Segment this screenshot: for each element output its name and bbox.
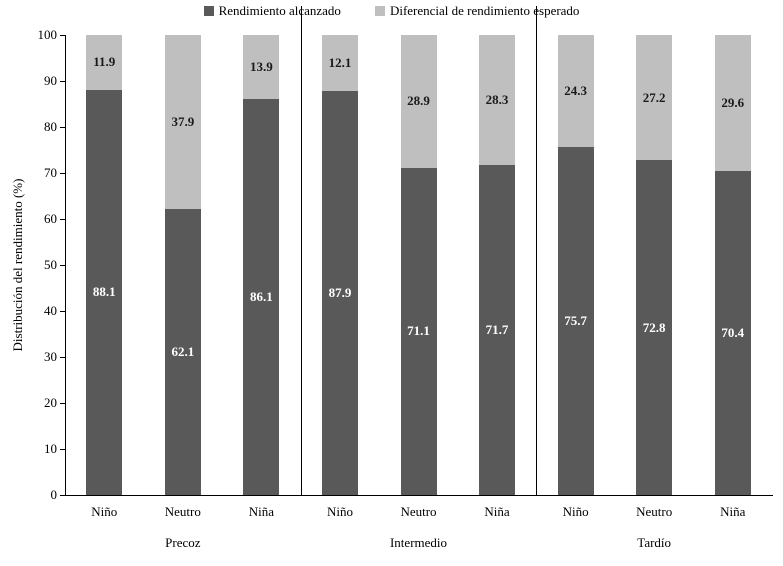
bar-segment-alcanzado: [243, 98, 280, 495]
bar-segment-alcanzado: [714, 171, 751, 495]
bar-segment-diferencial: [400, 35, 437, 168]
legend-swatch-alcanzado: [203, 6, 214, 16]
y-tick-mark: [60, 81, 65, 82]
y-tick-label: 30: [44, 349, 57, 364]
bar-segment-diferencial: [86, 35, 123, 90]
bar-segment-diferencial: [636, 35, 673, 161]
x-axis-line: [65, 495, 773, 496]
y-tick-label: 0: [50, 487, 58, 502]
bar-segment-diferencial: [714, 35, 751, 172]
y-axis-title: Distribución del rendimiento (%): [10, 178, 25, 352]
group-label: Intermedio: [389, 535, 448, 550]
y-tick-label: 20: [44, 395, 57, 410]
bar-value-label: 72.8: [642, 319, 666, 335]
bar-value-label: 62.1: [171, 344, 195, 360]
category-label: Niña: [484, 504, 510, 519]
bar-segment-alcanzado: [400, 167, 437, 495]
category-label: Niña: [248, 504, 275, 519]
legend-label-alcanzado: Rendimiento alcanzado: [218, 3, 341, 18]
bar-segment-diferencial: [479, 35, 516, 166]
bar-segment-alcanzado: [557, 146, 594, 495]
bar-value-label: 24.3: [564, 82, 587, 98]
y-tick-label: 50: [44, 257, 57, 272]
y-tick-mark: [60, 173, 65, 174]
y-tick-label: 100: [37, 27, 58, 42]
category-label: Niña: [720, 504, 746, 519]
category-label: Niño: [91, 504, 118, 519]
bar-value-label: 37.9: [171, 114, 195, 130]
category-label: Neutro: [164, 504, 201, 519]
bar-value-label: 12.1: [328, 54, 352, 70]
chart-legend: Rendimiento alcanzado Diferencial de ren…: [0, 3, 783, 19]
y-tick-mark: [60, 219, 65, 220]
bar-value-label: 28.3: [485, 92, 509, 108]
bar-segment-diferencial: [557, 35, 594, 147]
bar-value-label: 70.4: [721, 325, 745, 341]
category-label: Neutro: [636, 504, 673, 519]
bar-segment-alcanzado: [86, 89, 123, 495]
bar-value-label: 71.1: [407, 323, 430, 339]
legend-swatch-diferencial: [374, 6, 385, 16]
y-axis-line: [65, 35, 66, 495]
y-tick-mark: [60, 357, 65, 358]
bar-value-label: 27.2: [642, 89, 666, 105]
group-label: Tardío: [637, 535, 672, 550]
bar-segment-alcanzado: [636, 160, 673, 495]
y-tick-mark: [60, 311, 65, 312]
y-tick-label: 90: [44, 73, 57, 88]
y-tick-label: 40: [44, 303, 57, 318]
y-tick-mark: [60, 265, 65, 266]
legend-label-diferencial: Diferencial de rendimiento esperado: [389, 3, 580, 18]
y-tick-label: 70: [44, 165, 57, 180]
y-tick-mark: [60, 449, 65, 450]
y-tick-label: 10: [44, 441, 57, 456]
bar-segment-alcanzado: [321, 90, 358, 495]
bar-value-label: 71.7: [485, 322, 509, 338]
bar-value-label: 88.1: [92, 284, 116, 300]
y-tick-mark: [60, 403, 65, 404]
bar-value-label: 13.9: [250, 58, 273, 74]
category-label: Niño: [326, 504, 353, 519]
category-label: Neutro: [400, 504, 437, 519]
bar-value-label: 28.9: [407, 93, 430, 109]
legend-item-diferencial: Diferencial de rendimiento esperado: [374, 3, 580, 19]
group-label: Precoz: [165, 535, 201, 550]
y-tick-label: 80: [44, 119, 57, 134]
y-tick-mark: [60, 127, 65, 128]
bar-value-label: 86.1: [250, 288, 273, 304]
category-label: Niño: [562, 504, 589, 519]
bar-segment-diferencial: [321, 35, 358, 91]
bar-value-label: 11.9: [93, 54, 116, 70]
y-tick-label: 60: [44, 211, 57, 226]
legend-item-alcanzado: Rendimiento alcanzado: [203, 3, 341, 19]
bar-value-label: 87.9: [328, 284, 352, 300]
bar-segment-diferencial: [164, 35, 201, 210]
bar-segment-alcanzado: [164, 209, 201, 495]
bar-value-label: 29.6: [721, 95, 745, 111]
group-separator-line: [300, 6, 302, 495]
bar-value-label: 75.7: [564, 312, 587, 328]
bar-segment-alcanzado: [479, 165, 516, 495]
bar-segment-diferencial: [243, 35, 280, 99]
y-tick-mark: [60, 35, 65, 36]
y-tick-mark: [60, 495, 65, 496]
group-separator-line: [536, 6, 538, 495]
